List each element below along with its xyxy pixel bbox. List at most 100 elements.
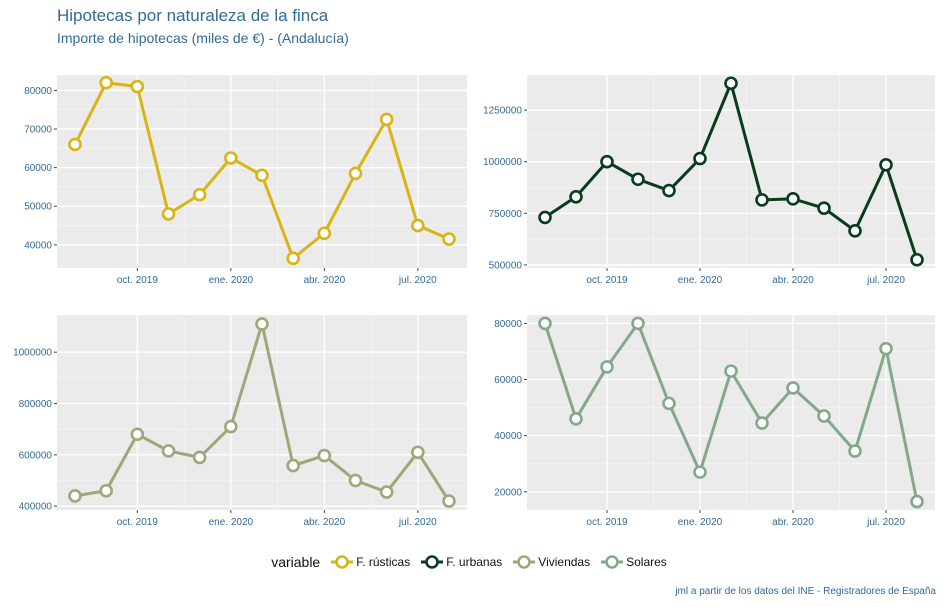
data-point [224, 419, 238, 434]
y-tick-label: 600000 [19, 450, 53, 461]
y-tick-label: 70000 [24, 125, 52, 136]
legend-label-f-urbanas: F. urbanas [446, 555, 503, 569]
data-point [879, 157, 893, 172]
data-point [662, 183, 676, 198]
legend: variable F. rústicas F. urbanas Vivienda… [0, 552, 944, 572]
x-tick-label: jul. 2020 [398, 275, 437, 286]
data-point [379, 485, 394, 499]
data-point [224, 151, 238, 165]
data-point [255, 317, 269, 331]
data-point [662, 396, 676, 411]
data-point [817, 409, 831, 423]
legend-item-solares: Solares [600, 552, 667, 572]
data-point [130, 79, 145, 94]
legend-key-f-rusticas [331, 555, 354, 569]
data-point [442, 232, 456, 246]
data-point [600, 154, 614, 169]
y-tick-label: 500000 [489, 260, 523, 271]
y-tick-label: 60000 [24, 163, 52, 174]
data-point [755, 416, 769, 430]
x-tick-label: ene. 2020 [209, 275, 254, 286]
legend-key-point [335, 555, 350, 569]
legend-key-viviendas [513, 555, 536, 569]
y-tick-label: 400000 [19, 502, 53, 513]
data-point [348, 166, 363, 181]
y-tick-label: 1000000 [13, 348, 52, 359]
y-tick-label: 40000 [494, 431, 522, 442]
y-tick-label: 40000 [24, 240, 52, 251]
data-point [192, 450, 207, 465]
x-tick-label: oct. 2019 [117, 517, 159, 528]
data-point [755, 193, 769, 207]
data-point [411, 445, 425, 460]
facet-charts: 40000 50000 60000 70000 80000 oct. 2019 ene. 2… [13, 75, 935, 528]
data-point [161, 444, 176, 458]
data-point [910, 494, 924, 509]
x-tick-label: jul. 2020 [866, 275, 905, 286]
data-point [286, 458, 300, 473]
panel-background [527, 75, 935, 268]
data-point [631, 316, 645, 331]
x-tick-label: abr. 2020 [772, 275, 814, 286]
data-point [442, 494, 456, 508]
data-point [724, 364, 738, 378]
data-point [99, 483, 113, 498]
legend-label-f-rusticas: F. rústicas [356, 555, 411, 569]
data-point [286, 251, 300, 266]
data-point [569, 189, 583, 204]
data-point [538, 210, 552, 225]
panel-2: 400000 600000 800000 1000000 oct. 2019 ene. 2… [13, 315, 467, 528]
panel-background [527, 315, 935, 510]
data-point [317, 448, 332, 463]
panel-0: 40000 50000 60000 70000 80000 oct. 2019 ene. 2… [24, 75, 467, 286]
chart-subtitle: Importe de hipotecas (miles de €) - (And… [57, 30, 349, 46]
x-tick-label: oct. 2019 [117, 275, 159, 286]
x-tick-label: abr. 2020 [303, 275, 345, 286]
data-point [693, 465, 707, 479]
legend-label-viviendas: Viviendas [538, 555, 591, 569]
legend-item-f-rusticas: F. rústicas [330, 552, 410, 572]
y-tick-label: 50000 [24, 202, 52, 213]
legend-key-solares [601, 555, 624, 569]
legend-item-viviendas: Viviendas [512, 552, 590, 572]
x-tick-label: ene. 2020 [678, 275, 723, 286]
data-point [411, 218, 425, 233]
legend-item-f-urbanas: F. urbanas [420, 552, 502, 572]
panel-3: 20000 40000 60000 80000 oct. 2019 ene. 2020 ab… [494, 315, 935, 528]
y-tick-label: 800000 [19, 399, 53, 410]
data-point [192, 187, 207, 202]
x-tick-label: ene. 2020 [678, 517, 723, 528]
y-tick-label: 60000 [494, 375, 522, 386]
data-point [161, 207, 176, 221]
panel-1: 500000 750000 1000000 1250000 oct. 2019 ene. … [483, 75, 935, 286]
x-tick-label: abr. 2020 [772, 517, 814, 528]
chart-title: Hipotecas por naturaleza de la finca [57, 6, 329, 25]
y-tick-label: 1250000 [483, 106, 522, 117]
legend-key-point [517, 555, 532, 569]
data-point [99, 75, 113, 90]
data-point [255, 168, 269, 183]
data-point [817, 201, 831, 215]
data-point [68, 137, 82, 152]
x-tick-label: jul. 2020 [398, 517, 437, 528]
y-tick-label: 20000 [494, 487, 522, 498]
data-point [693, 151, 707, 166]
data-point [538, 316, 552, 331]
data-point [348, 473, 363, 488]
y-tick-label: 750000 [489, 209, 523, 220]
data-point [879, 341, 893, 356]
x-tick-label: ene. 2020 [209, 517, 254, 528]
data-point [848, 444, 862, 458]
y-tick-label: 80000 [494, 319, 522, 330]
data-point [600, 360, 614, 374]
data-point [379, 112, 394, 127]
data-point [569, 412, 583, 426]
x-tick-label: jul. 2020 [866, 517, 905, 528]
data-point [317, 226, 332, 241]
y-tick-label: 1000000 [483, 157, 522, 168]
y-tick-label: 80000 [24, 86, 52, 97]
data-point [848, 224, 862, 238]
data-point [786, 192, 800, 206]
data-point [724, 76, 738, 91]
legend-key-point [425, 555, 440, 569]
